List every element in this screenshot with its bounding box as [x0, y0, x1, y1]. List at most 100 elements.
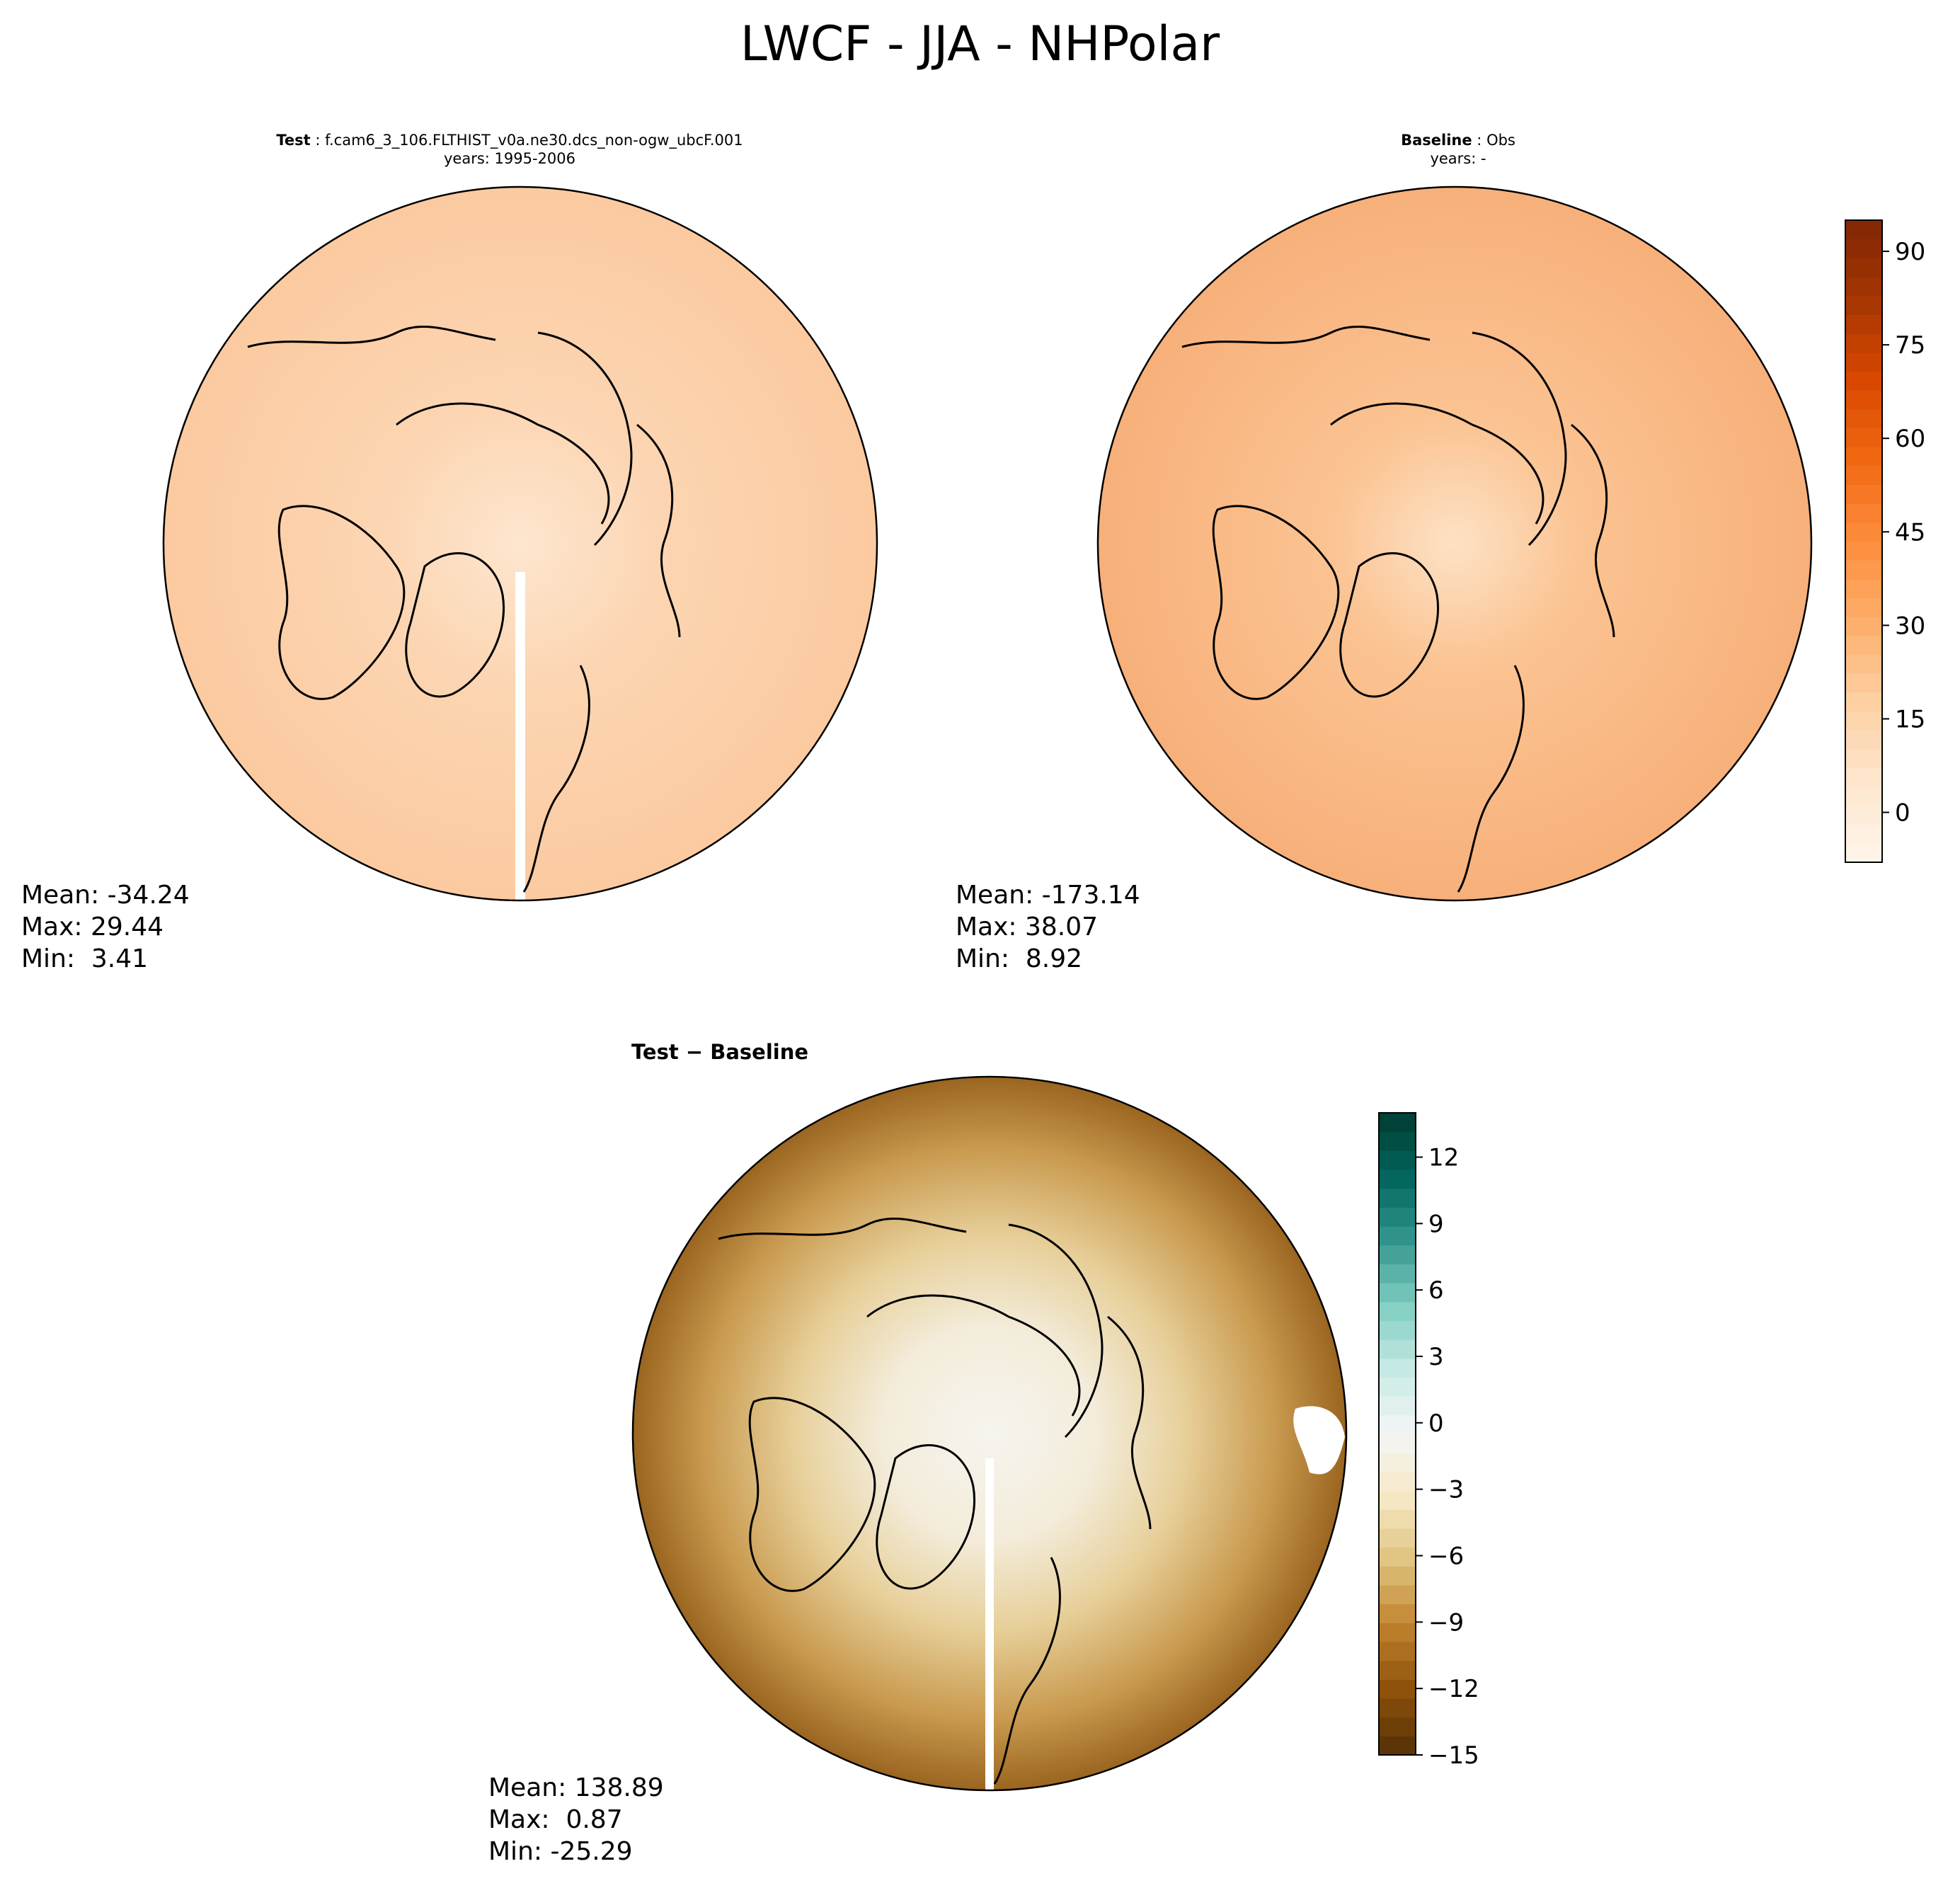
- baseline-colorbar-swatch: [1845, 428, 1882, 447]
- test-min: Min: 3.41: [21, 944, 149, 973]
- baseline-colorbar-tick-label: 60: [1895, 425, 1925, 453]
- baseline-colorbar-swatch: [1845, 277, 1882, 297]
- diff-colorbar-swatch: [1379, 1188, 1416, 1208]
- diff-colorbar-tick-label: −9: [1428, 1608, 1464, 1637]
- baseline-colorbar-swatch: [1845, 673, 1882, 693]
- baseline-colorbar-swatch: [1845, 239, 1882, 258]
- diff-colorbar-frame: [1378, 1112, 1416, 1756]
- diff-colorbar-swatch: [1379, 1547, 1416, 1567]
- baseline-mean: Mean: -173.14: [956, 881, 1140, 910]
- baseline-stats: Mean: -173.14 Max: 38.07 Min: 8.92: [956, 879, 1140, 975]
- diff-colorbar-swatch: [1379, 1528, 1416, 1548]
- diff-colorbar-swatch: [1379, 1150, 1416, 1170]
- baseline-colorbar-swatch: [1845, 711, 1882, 731]
- baseline-colorbar-swatch: [1845, 314, 1882, 334]
- diff-map-boundary: [631, 1075, 1348, 1792]
- baseline-colorbar-swatch: [1845, 408, 1882, 429]
- diff-colorbar-tick-label: −6: [1428, 1543, 1464, 1571]
- baseline-title-line: Baseline : Obs: [1401, 132, 1515, 149]
- test-stats: Mean: -34.24 Max: 29.44 Min: 3.41: [21, 879, 190, 975]
- baseline-colorbar-swatch: [1845, 578, 1882, 599]
- baseline-panel-title: Baseline : Obs years: -: [1175, 131, 1741, 168]
- test-panel-title: Test : f.cam6_3_106.FLTHIST_v0a.ne30.dcs…: [170, 131, 849, 168]
- baseline-min: Min: 8.92: [956, 944, 1083, 973]
- diff-min: Min: -25.29: [488, 1837, 633, 1866]
- diff-colorbar-tick-label: 12: [1428, 1144, 1459, 1172]
- diff-max: Max: 0.87: [488, 1805, 623, 1834]
- diff-colorbar-tick-label: −15: [1428, 1741, 1479, 1770]
- test-title-line: Test : f.cam6_3_106.FLTHIST_v0a.ne30.dcs…: [276, 132, 743, 149]
- test-case-name: f.cam6_3_106.FLTHIST_v0a.ne30.dcs_non-og…: [325, 132, 743, 149]
- diff-colorbar-tick-label: 3: [1428, 1343, 1444, 1371]
- baseline-colorbar-frame: [1845, 219, 1883, 863]
- baseline-colorbar-tick-label: 30: [1895, 612, 1925, 640]
- diff-colorbar-swatch: [1379, 1453, 1416, 1472]
- test-map-boundary: [162, 185, 878, 902]
- baseline-coastlines: [1181, 325, 1615, 893]
- baseline-colorbar-swatch: [1845, 295, 1882, 315]
- baseline-max: Max: 38.07: [956, 912, 1099, 942]
- diff-colorbar-swatch: [1379, 1641, 1416, 1661]
- baseline-colorbar-tick-label: 90: [1895, 238, 1925, 266]
- baseline-colorbar-swatch: [1845, 465, 1882, 486]
- test-map: [162, 185, 878, 902]
- baseline-colorbar-swatch: [1845, 617, 1882, 636]
- baseline-colorbar-swatch: [1845, 484, 1882, 504]
- baseline-colorbar-swatch: [1845, 352, 1882, 372]
- diff-panel-title: Test − Baseline: [631, 1040, 809, 1064]
- diff-colorbar-swatch: [1379, 1207, 1416, 1227]
- baseline-colorbar-swatch: [1845, 654, 1882, 674]
- diff-map-field: [633, 1077, 1346, 1790]
- baseline-colorbar-swatch: [1845, 597, 1882, 617]
- diff-mean: Mean: 138.89: [488, 1773, 664, 1802]
- baseline-map-boundary: [1096, 185, 1813, 902]
- baseline-colorbar-swatch: [1845, 503, 1882, 523]
- baseline-colorbar-swatch: [1845, 333, 1882, 353]
- test-max: Max: 29.44: [21, 912, 164, 942]
- baseline-case-name: Obs: [1486, 132, 1515, 149]
- diff-colorbar-swatch: [1379, 1623, 1416, 1642]
- figure-title: LWCF - JJA - NHPolar: [740, 16, 1220, 72]
- baseline-years: years: -: [1430, 150, 1486, 167]
- diff-colorbar-swatch: [1379, 1113, 1416, 1133]
- baseline-colorbar-swatch: [1845, 447, 1882, 467]
- baseline-colorbar-swatch: [1845, 635, 1882, 656]
- diff-map: [631, 1075, 1348, 1792]
- baseline-colorbar-swatch: [1845, 390, 1882, 410]
- baseline-colorbar-tick-label: 0: [1895, 799, 1910, 828]
- baseline-colorbar-swatch: [1845, 560, 1882, 580]
- baseline-colorbar-swatch: [1845, 748, 1882, 769]
- test-coastlines: [247, 325, 681, 893]
- diff-colorbar-swatch: [1379, 1566, 1416, 1586]
- diff-colorbar-swatch: [1379, 1584, 1416, 1605]
- diff-colorbar-tick-label: −12: [1428, 1675, 1479, 1703]
- diff-colorbar-swatch: [1379, 1131, 1416, 1151]
- baseline-colorbar-swatch: [1845, 805, 1882, 825]
- diff-colorbar-swatch: [1379, 1434, 1416, 1453]
- diff-colorbar-swatch: [1379, 1396, 1416, 1416]
- diff-colorbar-swatch: [1379, 1736, 1416, 1756]
- diff-colorbar: −15 −12 −9 −6 −3 0 3 6 9 12: [1378, 1112, 1479, 1770]
- diff-coastlines: [718, 1217, 1152, 1785]
- baseline-colorbar-swatch: [1845, 767, 1882, 787]
- diff-missing-patches: [1293, 1406, 1345, 1475]
- diff-colorbar-swatch: [1379, 1377, 1416, 1397]
- baseline-colorbar-swatch: [1845, 692, 1882, 712]
- diff-colorbar-swatch: [1379, 1301, 1416, 1322]
- diff-colorbar-tick-label: −3: [1428, 1476, 1464, 1504]
- baseline-colorbar: 0 15 30 45 60 75 90: [1845, 219, 1925, 863]
- diff-colorbar-tick-label: 9: [1428, 1210, 1444, 1238]
- diff-colorbar-swatch: [1379, 1490, 1416, 1510]
- diff-colorbar-swatch: [1379, 1717, 1416, 1737]
- baseline-colorbar-tick-label: 15: [1895, 705, 1925, 733]
- diff-colorbar-swatch: [1379, 1660, 1416, 1680]
- baseline-colorbar-swatch: [1845, 258, 1882, 278]
- diff-colorbar-swatch: [1379, 1698, 1416, 1718]
- baseline-colorbar-swatch: [1845, 824, 1882, 844]
- test-map-field: [164, 187, 877, 900]
- baseline-colorbar-swatch: [1845, 522, 1882, 542]
- diff-stats: Mean: 138.89 Max: 0.87 Min: -25.29: [488, 1772, 664, 1867]
- baseline-colorbar-swatch: [1845, 843, 1882, 863]
- diff-colorbar-swatch: [1379, 1245, 1416, 1265]
